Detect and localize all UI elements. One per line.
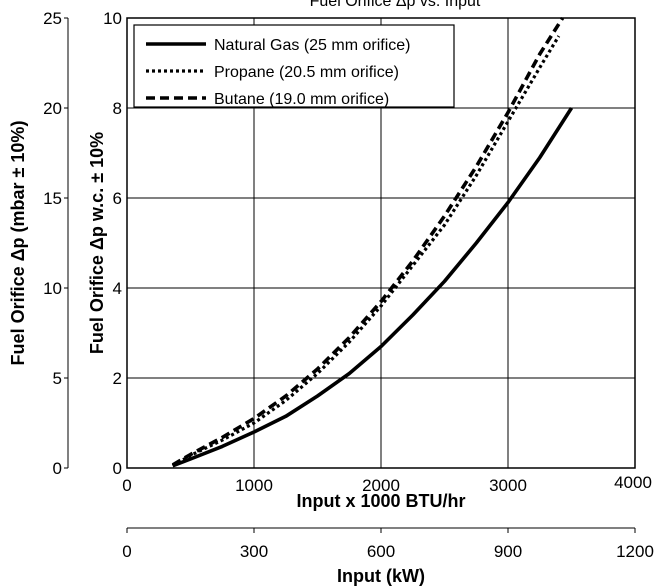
y-secondary-tick-label: 25: [43, 9, 62, 28]
series-line-natural-gas: [172, 107, 574, 468]
chart-title: Fuel Orifice Δp vs. Input: [310, 0, 481, 10]
x-secondary-tick-label: 1200: [616, 542, 654, 561]
y-secondary-tick-label: 15: [43, 189, 62, 208]
x-axis-title: Input x 1000 BTU/hr: [296, 491, 465, 511]
legend-box: [133, 24, 455, 108]
y-tick-label: 10: [103, 9, 122, 28]
y-tick-label: 0: [113, 459, 122, 478]
ticks: 0 1000 2000 3000 4000 0 2 4 6 8 10 0 5 10 15 20 25 0 300 60…: [43, 9, 654, 561]
y-secondary-axis-title: Fuel Orifice Δp (mbar ± 10%): [8, 121, 28, 366]
y-tick-label: 6: [113, 189, 122, 208]
legend-label: Propane (20.5 mm orifice): [214, 64, 399, 81]
series-group: [171, 17, 574, 468]
x-secondary-tick-label: 900: [494, 542, 522, 561]
y-secondary-tick-label: 20: [43, 99, 62, 118]
y-tick-label: 2: [113, 369, 122, 388]
x-tick-label: 4000: [614, 473, 652, 492]
x-secondary-tick-label: 300: [240, 542, 268, 561]
plot-frame: [126, 17, 636, 469]
y-tick-label: 4: [113, 279, 122, 298]
y-secondary-tick-label: 5: [53, 369, 62, 388]
x-tick-label: 0: [122, 476, 131, 495]
x-tick-label: 3000: [489, 476, 527, 495]
x-secondary-tick-label: 600: [367, 542, 395, 561]
legend-label: Butane (19.0 mm orifice): [214, 91, 389, 108]
legend: Natural Gas (25 mm orifice) Propane (20.5…: [133, 24, 455, 108]
y-tick-label: 8: [113, 99, 122, 118]
x-tick-label: 1000: [235, 476, 273, 495]
series-line-propane: [171, 35, 561, 468]
y-secondary-tick-label: 0: [53, 459, 62, 478]
legend-label: Natural Gas (25 mm orifice): [214, 37, 411, 54]
series-line-butane: [171, 17, 565, 467]
x-tick-label: 2000: [362, 476, 400, 495]
y-secondary-tick-label: 10: [43, 279, 62, 298]
x-secondary-axis-title: Input (kW): [337, 566, 425, 586]
y-axis-title: Fuel Orifice Δp w.c. ± 10%: [87, 132, 107, 354]
x-secondary-tick-label: 0: [122, 542, 131, 561]
